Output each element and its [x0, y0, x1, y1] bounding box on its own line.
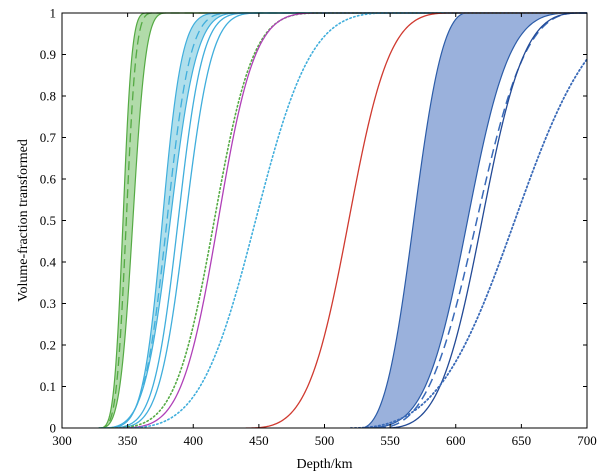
series-lines: [98, 12, 587, 428]
series-line-7: [245, 12, 587, 428]
y-tick-label: 0.3: [40, 296, 56, 311]
series-line-1: [98, 12, 587, 428]
x-tick-label: 650: [512, 433, 532, 448]
band-edge-right-1: [98, 12, 587, 428]
x-tick-label: 400: [184, 433, 204, 448]
y-tick-label: 0.2: [40, 338, 56, 353]
y-tick-label: 0.5: [40, 213, 56, 228]
band-edge-left-1: [98, 12, 587, 428]
band-fills: [98, 13, 587, 428]
band-edge-right-2: [361, 12, 587, 428]
series-line-8: [376, 12, 587, 428]
y-tick-label: 0.7: [40, 130, 57, 145]
y-tick-label: 1: [50, 6, 57, 21]
band-fill-0: [98, 13, 587, 428]
x-tick-label: 500: [315, 433, 335, 448]
band-edge-right-0: [98, 12, 587, 428]
series-line-0: [98, 12, 587, 428]
y-tick-labels: 0 0.1 0.2 0.3 0.4 0.5 0.6 0.7 0.8 0.9 1: [40, 6, 57, 436]
series-line-3: [107, 12, 587, 428]
x-tick-labels: 300 350 400 450 500 550 600 650 700: [52, 433, 597, 448]
band-fill-1: [98, 13, 587, 428]
y-tick-label: 0.1: [40, 379, 56, 394]
x-tick-label: 350: [118, 433, 138, 448]
series-line-5: [114, 12, 587, 428]
y-tick-label: 0.6: [40, 172, 57, 187]
x-tick-label: 300: [52, 433, 72, 448]
band-fill-2: [361, 13, 587, 428]
series-line-9: [383, 12, 587, 428]
series-line-10: [349, 58, 587, 428]
x-axis-label: Depth/km: [297, 457, 353, 472]
y-axis-label: Volume-fraction transformed: [16, 139, 31, 302]
axis-ticks: [61, 12, 588, 429]
series-line-6: [120, 12, 587, 428]
y-tick-label: 0: [50, 421, 57, 436]
y-tick-label: 0.4: [40, 255, 57, 270]
y-tick-label: 0.9: [40, 47, 56, 62]
band-edge-left-2: [361, 12, 587, 428]
x-tick-label: 550: [380, 433, 400, 448]
x-tick-label: 700: [577, 433, 597, 448]
band-edge-left-0: [98, 12, 587, 428]
y-tick-label: 0.8: [40, 89, 56, 104]
x-tick-label: 450: [249, 433, 269, 448]
x-tick-label: 600: [446, 433, 466, 448]
